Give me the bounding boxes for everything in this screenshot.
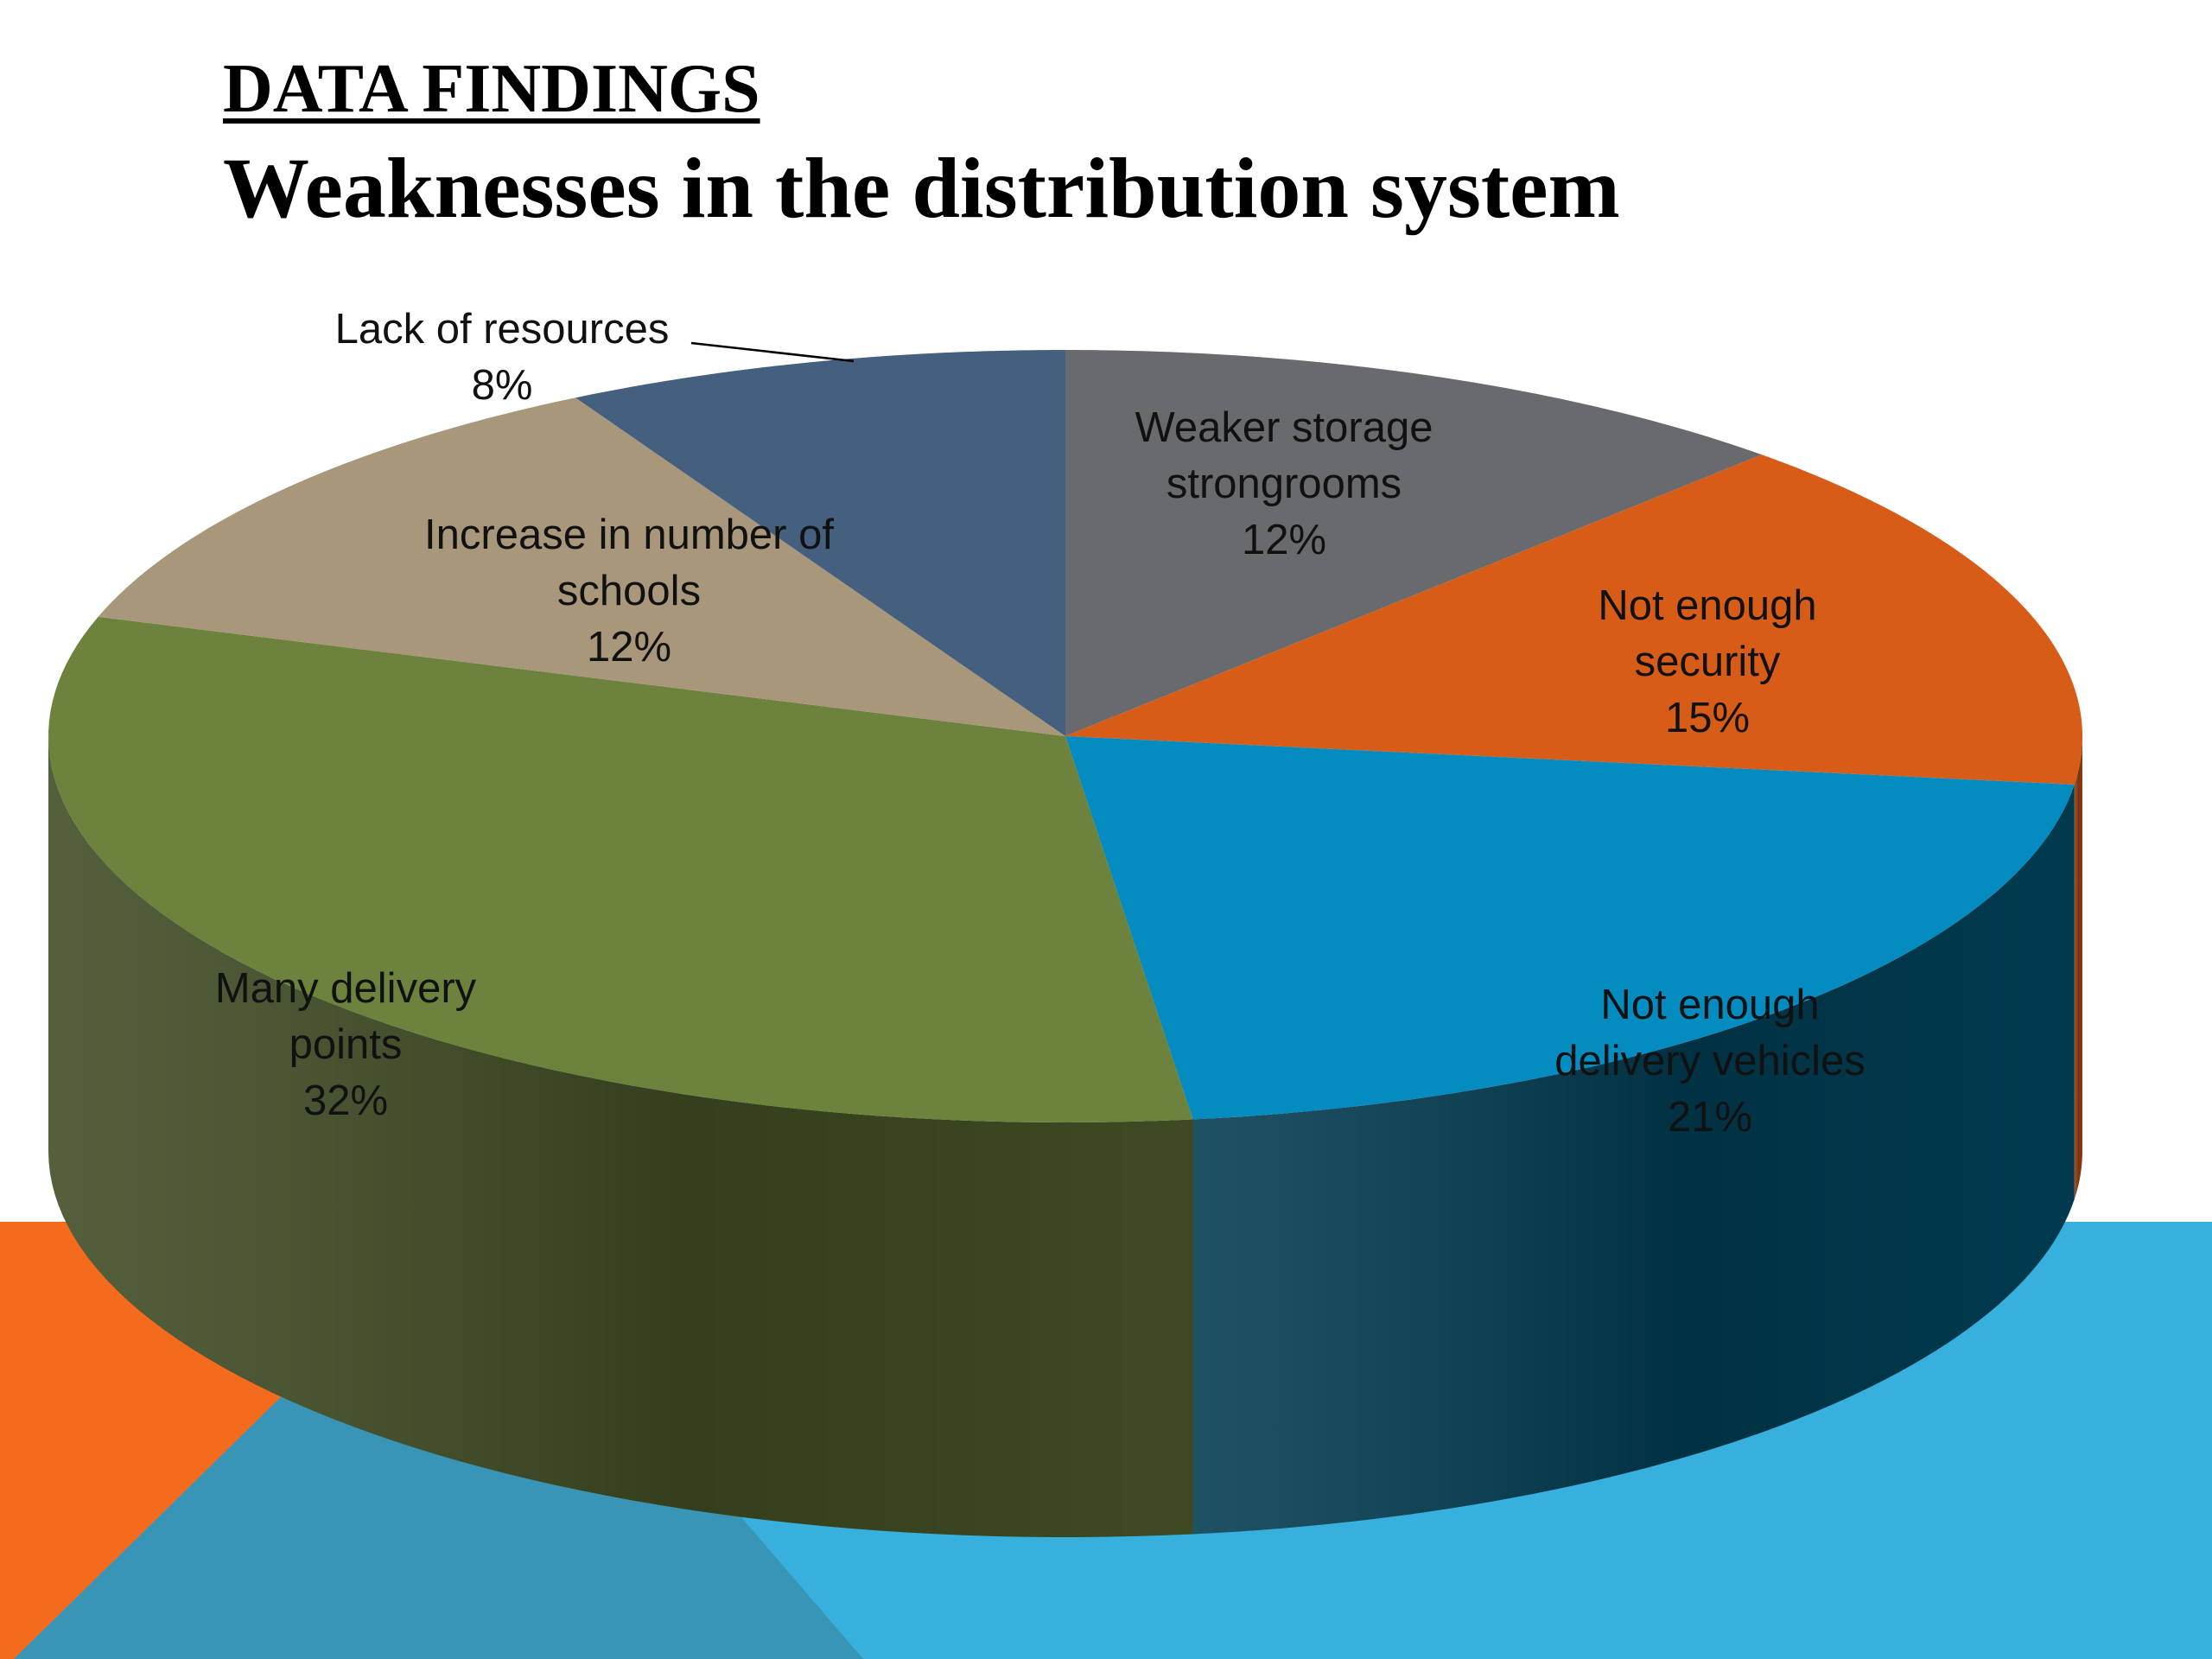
label-category: Increase in number of schools (424, 512, 834, 614)
pie-slice-not-enough-security (1065, 454, 2082, 785)
pie-slice-increase-in-number-of-schools (98, 397, 1066, 736)
label-value: 8% (471, 362, 533, 409)
label-category: Lack of resources (334, 306, 670, 353)
label-value: 12% (586, 624, 672, 671)
label-category: Not enough delivery vehicles (1554, 982, 1866, 1084)
pie-side-shading (2074, 736, 2082, 1200)
slide-kicker: DATA FINDINGS (223, 51, 760, 127)
data-label-delivery-points: Many delivery points 32% (190, 961, 501, 1129)
label-value: 15% (1664, 695, 1751, 741)
pie-slice-lack-of-resources (575, 350, 1065, 736)
label-category: Many delivery points (214, 965, 477, 1068)
data-label-schools: Increase in number of schools 12% (417, 507, 841, 676)
pie-slice-weaker-storage-strongrooms (1065, 350, 1762, 736)
pie-slice-not-enough-delivery-vehicles (1065, 736, 2075, 1120)
pie-side-shading (48, 736, 1193, 1537)
label-value: 12% (1241, 517, 1327, 563)
data-label-security: Not enough security 15% (1578, 578, 1837, 747)
leader-line-lack-of-resources (690, 341, 855, 363)
label-category: Weaker storage strongrooms (1135, 404, 1433, 507)
label-value: 32% (302, 1077, 389, 1124)
label-value: 21% (1667, 1094, 1753, 1141)
data-label-vehicles: Not enough delivery vehicles 21% (1524, 977, 1896, 1146)
chart-title: Weaknesses in the distribution system (223, 140, 1620, 236)
label-category: Not enough security (1598, 582, 1817, 685)
pie-side-shading (1192, 785, 2075, 1535)
data-label-resources: Lack of resources 8% (303, 302, 701, 414)
pie-slice-many-delivery-points (48, 616, 1193, 1122)
data-label-weaker-storage: Weaker storage strongrooms 12% (1103, 400, 1465, 569)
